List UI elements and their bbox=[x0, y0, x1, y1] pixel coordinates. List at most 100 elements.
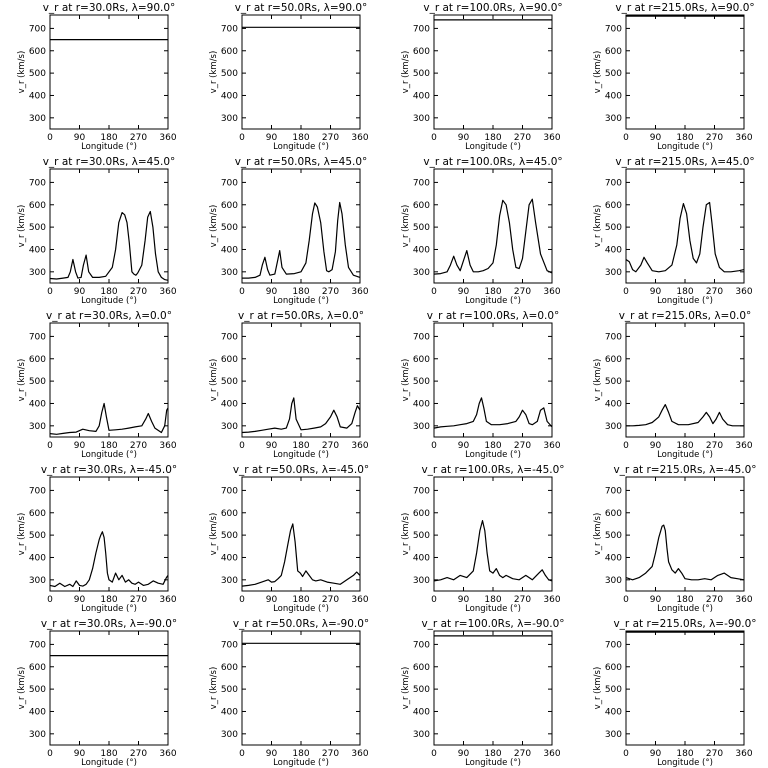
x-tick-label: 180 bbox=[292, 133, 309, 143]
y-axis-label: v_r (km/s) bbox=[209, 359, 219, 402]
x-axis-label: Longitude (°) bbox=[657, 142, 713, 152]
y-tick-label: 700 bbox=[29, 640, 46, 650]
y-tick-label: 700 bbox=[221, 178, 238, 188]
series-line bbox=[49, 210, 169, 281]
y-tick-label: 700 bbox=[29, 332, 46, 342]
y-tick-label: 500 bbox=[413, 223, 430, 233]
plot-frame bbox=[241, 14, 361, 130]
x-tick-label: 360 bbox=[543, 595, 560, 605]
y-tick-label: 500 bbox=[221, 223, 238, 233]
x-tick-label: 90 bbox=[458, 287, 470, 297]
y-axis-label: v_r (km/s) bbox=[593, 667, 603, 710]
x-tick-label: 180 bbox=[100, 287, 117, 297]
x-tick-label: 360 bbox=[159, 441, 176, 451]
x-tick-label: 90 bbox=[266, 441, 278, 451]
panel-title: v_r at r=30.0Rs, λ=-45.0° bbox=[41, 464, 177, 476]
x-tick-label: 270 bbox=[706, 595, 723, 605]
y-tick-label: 300 bbox=[29, 268, 46, 278]
x-axis-label: Longitude (°) bbox=[657, 296, 713, 306]
x-tick-label: 90 bbox=[74, 749, 86, 759]
plot-frame bbox=[625, 630, 745, 746]
y-tick-label: 700 bbox=[605, 178, 622, 188]
x-tick-label: 270 bbox=[130, 595, 147, 605]
y-tick-label: 700 bbox=[605, 24, 622, 34]
x-axis-label: Longitude (°) bbox=[81, 450, 137, 460]
x-axis-label: Longitude (°) bbox=[657, 604, 713, 614]
x-tick-label: 0 bbox=[431, 749, 437, 759]
panel: v_r at r=100.0Rs, λ=45.0° 0 90 180 270 360 300… bbox=[401, 156, 563, 306]
x-tick-label: 90 bbox=[74, 287, 86, 297]
x-tick-label: 360 bbox=[159, 287, 176, 297]
x-axis-label: Longitude (°) bbox=[465, 142, 521, 152]
plot-frame bbox=[241, 630, 361, 746]
x-tick-label: 180 bbox=[292, 595, 309, 605]
y-axis-label: v_r (km/s) bbox=[17, 205, 27, 248]
x-tick-label: 180 bbox=[100, 749, 117, 759]
y-tick-label: 700 bbox=[29, 178, 46, 188]
x-tick-label: 180 bbox=[484, 441, 501, 451]
x-tick-label: 270 bbox=[130, 749, 147, 759]
y-tick-label: 400 bbox=[605, 245, 622, 255]
x-tick-label: 360 bbox=[159, 133, 176, 143]
y-tick-label: 300 bbox=[605, 422, 622, 432]
panel: v_r at r=30.0Rs, λ=-90.0° 0 90 180 270 360 300… bbox=[17, 618, 177, 768]
y-tick-label: 400 bbox=[221, 245, 238, 255]
y-tick-label: 400 bbox=[29, 399, 46, 409]
x-axis-label: Longitude (°) bbox=[273, 758, 329, 768]
panel-title: v_r at r=215.0Rs, λ=0.0° bbox=[619, 310, 752, 322]
x-tick-label: 180 bbox=[484, 595, 501, 605]
x-tick-label: 270 bbox=[514, 133, 531, 143]
y-tick-label: 400 bbox=[605, 399, 622, 409]
y-tick-label: 300 bbox=[605, 576, 622, 586]
y-axis-label: v_r (km/s) bbox=[17, 359, 27, 402]
plot-frame bbox=[433, 168, 553, 284]
plot-frame bbox=[49, 630, 169, 746]
x-tick-label: 180 bbox=[292, 441, 309, 451]
plot-frame bbox=[433, 14, 553, 130]
x-tick-label: 0 bbox=[431, 287, 437, 297]
x-tick-label: 270 bbox=[322, 133, 339, 143]
x-tick-label: 360 bbox=[159, 749, 176, 759]
y-tick-label: 500 bbox=[605, 223, 622, 233]
panel-title: v_r at r=215.0Rs, λ=90.0° bbox=[615, 2, 754, 14]
panel-title: v_r at r=215.0Rs, λ=-90.0° bbox=[613, 618, 756, 630]
y-tick-label: 500 bbox=[221, 531, 238, 541]
x-tick-label: 0 bbox=[623, 133, 629, 143]
y-tick-label: 500 bbox=[29, 685, 46, 695]
x-tick-label: 270 bbox=[130, 133, 147, 143]
plot-frame bbox=[49, 14, 169, 130]
y-axis-label: v_r (km/s) bbox=[401, 667, 411, 710]
x-axis-label: Longitude (°) bbox=[465, 758, 521, 768]
y-tick-label: 400 bbox=[605, 707, 622, 717]
y-tick-label: 300 bbox=[29, 422, 46, 432]
x-tick-label: 270 bbox=[514, 749, 531, 759]
panel-title: v_r at r=30.0Rs, λ=45.0° bbox=[43, 156, 176, 168]
x-tick-label: 0 bbox=[239, 749, 245, 759]
x-tick-label: 90 bbox=[650, 133, 662, 143]
x-tick-label: 270 bbox=[322, 749, 339, 759]
y-tick-label: 400 bbox=[221, 707, 238, 717]
y-tick-label: 300 bbox=[221, 576, 238, 586]
series-line bbox=[433, 519, 553, 582]
y-axis-label: v_r (km/s) bbox=[209, 513, 219, 556]
x-tick-label: 0 bbox=[47, 749, 53, 759]
x-tick-label: 180 bbox=[484, 287, 501, 297]
x-tick-label: 180 bbox=[676, 749, 693, 759]
y-tick-label: 700 bbox=[413, 178, 430, 188]
x-tick-label: 270 bbox=[130, 441, 147, 451]
y-tick-label: 700 bbox=[605, 332, 622, 342]
y-tick-label: 400 bbox=[413, 553, 430, 563]
series-line bbox=[625, 524, 745, 581]
panel-title: v_r at r=50.0Rs, λ=0.0° bbox=[238, 310, 364, 322]
x-tick-label: 90 bbox=[74, 133, 86, 143]
panel: v_r at r=50.0Rs, λ=-90.0° 0 90 180 270 360 300… bbox=[209, 618, 369, 768]
y-tick-label: 700 bbox=[413, 24, 430, 34]
y-tick-label: 400 bbox=[29, 707, 46, 717]
x-tick-label: 90 bbox=[458, 441, 470, 451]
y-tick-label: 600 bbox=[605, 355, 622, 365]
x-tick-label: 270 bbox=[130, 287, 147, 297]
x-tick-label: 0 bbox=[239, 441, 245, 451]
x-tick-label: 360 bbox=[351, 287, 368, 297]
x-tick-label: 270 bbox=[514, 441, 531, 451]
